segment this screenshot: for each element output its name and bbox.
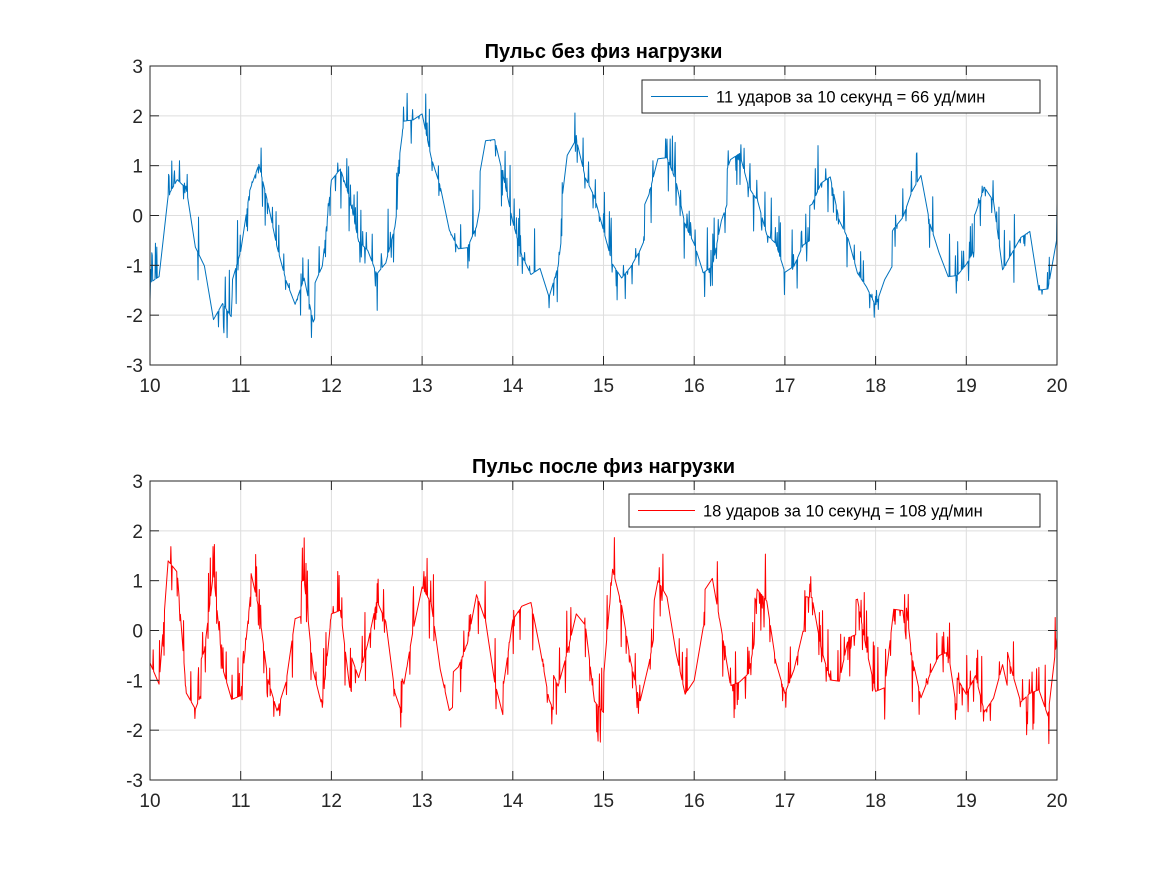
x-tick-label: 10 (139, 791, 160, 812)
x-tick-label: 11 (231, 376, 251, 397)
y-tick-label: 3 (132, 472, 143, 493)
x-tick-label: 12 (321, 376, 342, 397)
x-tick-label: 13 (412, 376, 433, 397)
legend: 18 ударов за 10 секунд = 108 уд/мин (628, 493, 1041, 528)
legend-label: 18 ударов за 10 секунд = 108 уд/мин (703, 503, 983, 521)
x-tick-label: 16 (684, 791, 705, 812)
y-tick-label: 0 (132, 622, 143, 643)
legend: 11 ударов за 10 секунд = 66 уд/мин (641, 79, 1041, 114)
y-tick-label: 2 (132, 107, 143, 128)
x-tick-label: 11 (231, 791, 251, 812)
x-tick-label: 10 (139, 376, 160, 397)
x-tick-label: 15 (593, 791, 614, 812)
y-tick-label: -1 (126, 256, 143, 277)
y-tick-label: 1 (132, 157, 143, 178)
x-tick-label: 16 (684, 376, 705, 397)
x-tick-label: 20 (1046, 376, 1067, 397)
x-tick-label: 18 (865, 791, 886, 812)
y-tick-label: 2 (132, 522, 143, 543)
y-tick-label: -3 (126, 771, 143, 792)
x-tick-label: 15 (593, 376, 614, 397)
series-line (150, 92, 1057, 339)
legend-box (628, 493, 1041, 528)
y-tick-label: 0 (132, 207, 143, 228)
y-tick-label: -2 (126, 721, 143, 742)
series-line (150, 537, 1057, 745)
x-tick-label: 20 (1046, 791, 1067, 812)
y-tick-label: -1 (126, 671, 143, 692)
x-tick-label: 12 (321, 791, 342, 812)
chart-title: Пульс после физ нагрузки (472, 456, 735, 478)
x-tick-label: 17 (774, 791, 795, 812)
x-tick-label: 18 (865, 376, 886, 397)
x-tick-label: 14 (502, 376, 524, 397)
x-tick-label: 13 (412, 791, 433, 812)
x-tick-label: 19 (956, 791, 977, 812)
x-tick-label: 19 (956, 376, 977, 397)
x-tick-label: 14 (502, 791, 524, 812)
x-tick-label: 17 (774, 376, 795, 397)
y-tick-label: 1 (132, 572, 143, 593)
legend-label: 11 ударов за 10 секунд = 66 уд/мин (716, 89, 985, 107)
y-tick-label: 3 (132, 57, 143, 78)
legend-box (641, 79, 1041, 114)
y-tick-label: -3 (126, 356, 143, 377)
chart-title: Пульс без физ нагрузки (485, 41, 723, 63)
y-tick-label: -2 (126, 306, 143, 327)
